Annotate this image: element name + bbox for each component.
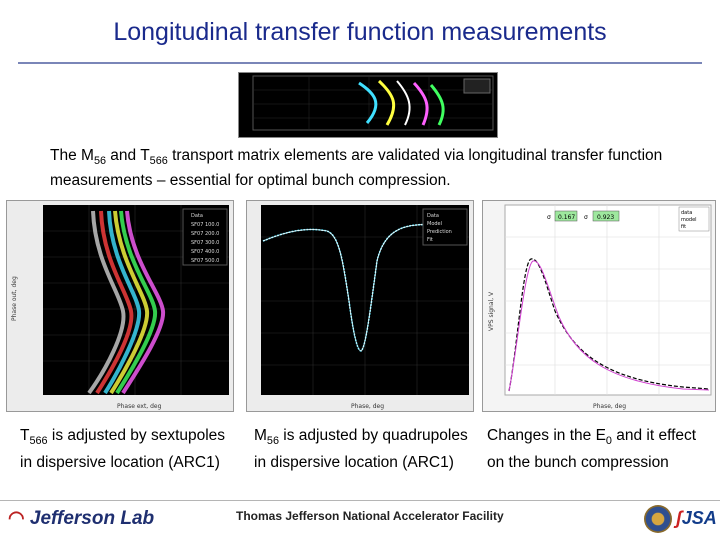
y-axis-label: Phase out, deg [11,276,18,321]
legend-label: fit [681,224,686,230]
sigma-label: σ [547,214,551,221]
legend-label: SF07 300.0 [191,240,219,246]
e0-plot: σ 0.167 σ 0.923 data model fit VPS signa… [482,200,716,412]
x-axis-label: Phase, deg [593,403,626,410]
footer-divider [0,500,720,501]
x-axis-label: Phase, deg [351,403,384,410]
intro-text: The M56 and T566 transport matrix elemen… [50,147,663,190]
m56-plot: Data Model Prediction Fit Phase, deg [246,200,474,412]
legend-label: Fit [427,237,433,243]
caption-e0: Changes in the E0 and it effect on the b… [487,427,697,472]
slide-title: Longitudinal transfer function measureme… [113,18,607,46]
sigma-value: 0.167 [558,214,575,221]
logo-arc-icon: ◠ [8,508,25,529]
t566-plot: Data SF07 100.0 SF07 200.0 SF07 300.0 SF… [6,200,234,412]
jsa-swoosh-icon: ʃ [676,508,682,528]
legend-label: Prediction [427,229,452,235]
jsa-logo: ʃJSA [676,508,717,528]
legend-label: SF07 500.0 [191,258,219,264]
jefferson-lab-logo: ◠ Jefferson Lab [8,508,155,529]
y-axis-label: VPS signal, V [488,291,495,331]
sigma-label: σ [584,214,588,221]
overview-plot [238,72,498,138]
legend-label: SF07 100.0 [191,222,219,228]
legend-label: Model [427,221,442,227]
legend-label: SF07 400.0 [191,249,219,255]
sigma-value: 0.923 [597,214,614,221]
doe-seal-icon [644,505,672,533]
legend-label: SF07 200.0 [191,231,219,237]
caption-t566: T566 is adjusted by sextupoles in disper… [20,427,226,472]
title-divider [18,62,702,64]
legend-label: data [681,210,692,216]
legend-label: Data [191,213,203,219]
caption-m56: M56 is adjusted by quadrupoles in disper… [254,427,468,472]
legend-label: model [681,217,697,223]
legend-label: Data [427,213,439,219]
footer-facility-name: Thomas Jefferson National Accelerator Fa… [236,509,504,523]
x-axis-label: Phase ext, deg [117,403,162,410]
